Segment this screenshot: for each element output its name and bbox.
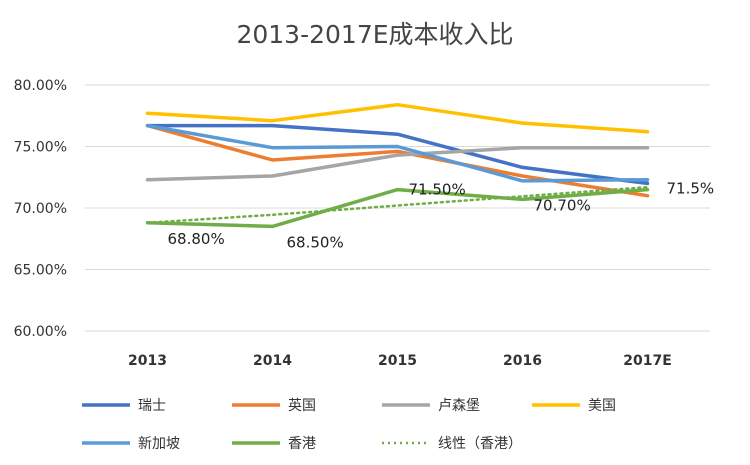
legend-label: 美国 (588, 398, 616, 414)
legend-label: 卢森堡 (438, 398, 480, 414)
x-tick-label: 2015 (378, 353, 417, 369)
y-tick-label: 70.00% (14, 201, 67, 217)
series-line (145, 187, 650, 229)
data-label: 71.50% (409, 181, 466, 199)
data-label: 68.50% (287, 233, 344, 251)
legend-label: 线性（香港） (438, 436, 522, 452)
x-tick-label: 2016 (503, 353, 542, 369)
series-line (145, 123, 650, 186)
series-line (145, 102, 650, 134)
data-label: 68.80% (168, 230, 225, 248)
series-line (145, 123, 650, 183)
x-tick-label: 2014 (253, 353, 292, 369)
series-line (146, 185, 649, 225)
y-tick-label: 75.00% (14, 140, 67, 156)
x-axis: 2013 2014 2015 2016 2017E (128, 353, 672, 369)
x-tick-label: 2013 (128, 353, 167, 369)
data-label: 70.70% (534, 196, 591, 214)
series-lines (145, 102, 650, 229)
y-axis: 60.00% 65.00% 70.00% 75.00% 80.00% (14, 78, 67, 340)
series-line (145, 145, 650, 182)
gridlines (85, 84, 710, 332)
legend-label: 香港 (288, 436, 316, 452)
legend-label: 瑞士 (138, 398, 166, 414)
legend-label: 英国 (288, 397, 316, 414)
data-labels: 68.80% 68.50% 71.50% 70.70% 71.5% (168, 180, 715, 252)
data-label: 71.5% (667, 180, 715, 198)
y-tick-label: 80.00% (14, 78, 67, 94)
legend-label: 新加坡 (138, 436, 180, 452)
y-tick-label: 60.00% (14, 324, 67, 340)
series-line (145, 123, 650, 198)
chart-title: 2013-2017E成本收入比 (236, 20, 513, 49)
x-tick-label: 2017E (623, 353, 672, 369)
y-tick-label: 65.00% (14, 263, 67, 279)
